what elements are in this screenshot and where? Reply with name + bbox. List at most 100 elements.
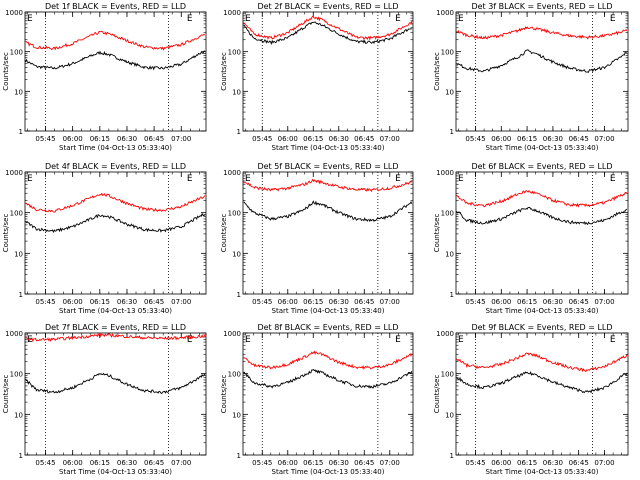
chart-panel: Det 1f BLACK = Events, RED = LLD 1 10 100 10… [2, 2, 207, 152]
x-tick-label: 06:15 [90, 298, 110, 306]
y-tick-label: 1 [450, 291, 454, 299]
chart-panel: Det 2f BLACK = Events, RED = LLD 1 10 100 10… [220, 2, 414, 152]
x-axis-label: Start Time (04-Oct-13 05:33:40) [59, 307, 172, 315]
y-tick-label: 1000 [5, 9, 23, 17]
x-tick-label: 06:15 [303, 298, 323, 306]
y-tick-label: 1000 [223, 330, 241, 338]
y-tick-label: 100 [10, 49, 23, 57]
y-tick-label: 100 [228, 49, 241, 57]
y-tick-label: 10 [232, 411, 241, 419]
events-series-line [25, 50, 205, 71]
y-tick-label: 10 [14, 411, 23, 419]
x-tick-label: 06:45 [569, 459, 589, 467]
events-series-line [243, 369, 413, 389]
x-tick-label: 05:45 [465, 298, 485, 306]
e-marker: E [395, 335, 401, 345]
x-tick-label: 07:00 [380, 459, 400, 467]
chart-title: Det 6f BLACK = Events, RED = LLD [471, 162, 612, 171]
chart-title: Det 7f BLACK = Events, RED = LLD [45, 323, 186, 332]
x-tick-label: 06:15 [303, 459, 323, 467]
y-tick-label: 100 [441, 210, 454, 218]
x-tick-label: 05:45 [252, 135, 272, 143]
y-tick-label: 1 [237, 128, 241, 136]
x-axis-label: Start Time (04-Oct-13 05:33:40) [486, 307, 599, 315]
chart-title: Det 1f BLACK = Events, RED = LLD [45, 2, 186, 11]
y-tick-label: 10 [445, 250, 454, 258]
e-marker: E [245, 335, 251, 345]
e-marker: E [610, 174, 616, 184]
y-tick-label: 1 [450, 128, 454, 136]
x-tick-label: 06:30 [329, 135, 349, 143]
events-series-line [456, 49, 628, 73]
e-marker: E [187, 174, 193, 184]
y-tick-label: 1 [19, 452, 23, 460]
plot-frame [242, 171, 414, 295]
lld-series-line [243, 350, 413, 370]
chart-panel: Det 8f BLACK = Events, RED = LLD 1 10 100 10… [220, 323, 414, 476]
plot-frame [242, 332, 414, 456]
x-tick-label: 06:15 [90, 459, 110, 467]
y-tick-label: 10 [445, 88, 454, 96]
e-marker: E [610, 14, 616, 24]
y-tick-label: 1000 [436, 330, 454, 338]
chart-panel: Det 6f BLACK = Events, RED = LLD 1 10 100 10… [433, 162, 629, 315]
x-axis-label: Start Time (04-Oct-13 05:33:40) [486, 144, 599, 152]
lld-series-line [456, 26, 628, 40]
y-tick-label: 10 [14, 88, 23, 96]
chart-title: Det 9f BLACK = Events, RED = LLD [471, 323, 612, 332]
x-tick-label: 06:30 [543, 298, 563, 306]
x-tick-label: 06:30 [117, 459, 137, 467]
y-tick-label: 1000 [223, 169, 241, 177]
chart-title: Det 2f BLACK = Events, RED = LLD [257, 2, 398, 11]
y-axis-label: Counts/sec [433, 52, 441, 91]
x-tick-label: 07:00 [171, 135, 191, 143]
x-tick-label: 06:15 [90, 135, 110, 143]
x-tick-label: 06:45 [144, 135, 164, 143]
plot-frame [24, 171, 207, 295]
y-tick-label: 100 [10, 371, 23, 379]
x-tick-label: 06:45 [354, 459, 374, 467]
y-tick-label: 1000 [223, 9, 241, 17]
x-tick-label: 06:45 [569, 135, 589, 143]
plot-frame [24, 332, 207, 456]
y-axis-label: Counts/sec [433, 375, 441, 414]
x-tick-label: 06:00 [63, 459, 83, 467]
x-axis-label: Start Time (04-Oct-13 05:33:40) [272, 144, 385, 152]
chart-title: Det 8f BLACK = Events, RED = LLD [257, 323, 398, 332]
y-tick-label: 100 [441, 49, 454, 57]
plot-frame [242, 11, 414, 132]
e-marker: E [245, 174, 251, 184]
x-tick-label: 06:45 [354, 298, 374, 306]
plot-frame [24, 11, 207, 132]
x-tick-label: 05:45 [465, 459, 485, 467]
x-tick-label: 07:00 [380, 298, 400, 306]
x-tick-label: 07:00 [380, 135, 400, 143]
y-tick-label: 10 [14, 250, 23, 258]
y-tick-label: 100 [10, 210, 23, 218]
x-axis-label: Start Time (04-Oct-13 05:33:40) [486, 468, 599, 476]
y-tick-label: 10 [232, 88, 241, 96]
x-tick-label: 05:45 [252, 459, 272, 467]
e-marker: E [187, 14, 193, 24]
events-series-line [25, 372, 206, 394]
y-tick-label: 1000 [436, 9, 454, 17]
chart-title: Det 3f BLACK = Events, RED = LLD [471, 2, 612, 11]
e-marker: E [27, 174, 33, 184]
events-series-line [243, 200, 413, 223]
y-tick-label: 1000 [5, 330, 23, 338]
x-tick-label: 07:00 [594, 298, 614, 306]
x-tick-label: 06:15 [303, 135, 323, 143]
x-tick-label: 07:00 [171, 298, 191, 306]
plot-frame [455, 332, 629, 456]
y-tick-label: 1 [237, 452, 241, 460]
chart-panel: Det 7f BLACK = Events, RED = LLD 1 10 100 10… [2, 323, 207, 476]
e-marker: E [395, 174, 401, 184]
y-axis-label: Counts/sec [433, 214, 441, 253]
y-tick-label: 100 [228, 210, 241, 218]
x-tick-label: 06:00 [491, 135, 511, 143]
x-tick-label: 05:45 [35, 459, 55, 467]
x-tick-label: 07:00 [171, 459, 191, 467]
x-tick-label: 06:30 [117, 298, 137, 306]
x-tick-label: 05:45 [35, 298, 55, 306]
x-tick-label: 05:45 [252, 298, 272, 306]
